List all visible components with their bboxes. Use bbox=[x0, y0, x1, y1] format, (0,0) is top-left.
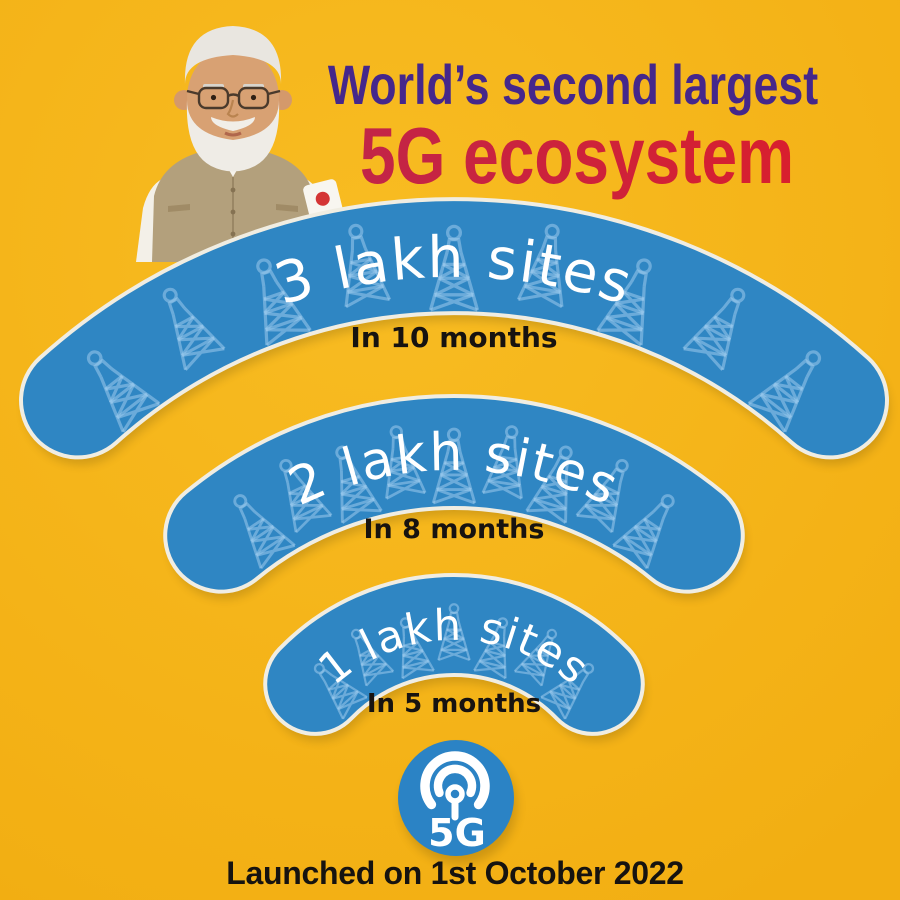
arc-band bbox=[23, 201, 885, 456]
signal-arc-2-lakh: 2 lakh sites bbox=[163, 394, 745, 594]
signal-arc-3-lakh: 3 lakh sites bbox=[19, 197, 889, 460]
5g-antenna-icon bbox=[420, 751, 490, 821]
title-line2: 5G ecosystem bbox=[360, 111, 794, 200]
5g-badge: 5G bbox=[398, 740, 514, 856]
arc-sublabel-5-months: In 5 months bbox=[367, 689, 541, 719]
signal-arc-1-lakh: 1 lakh sites bbox=[263, 573, 645, 736]
arc-band bbox=[167, 398, 741, 590]
arc-sublabel-8-months: In 8 months bbox=[364, 514, 545, 545]
glasses-icon bbox=[186, 86, 281, 110]
arc-band bbox=[267, 577, 641, 732]
launch-date-text: Launched on 1st October 2022 bbox=[226, 855, 684, 891]
arc-sublabel-10-months: In 10 months bbox=[350, 321, 557, 354]
title-line1: World’s second largest bbox=[328, 53, 818, 116]
5g-badge-label: 5G bbox=[428, 811, 486, 855]
headline: World’s second largest 5G ecosystem bbox=[328, 53, 818, 200]
